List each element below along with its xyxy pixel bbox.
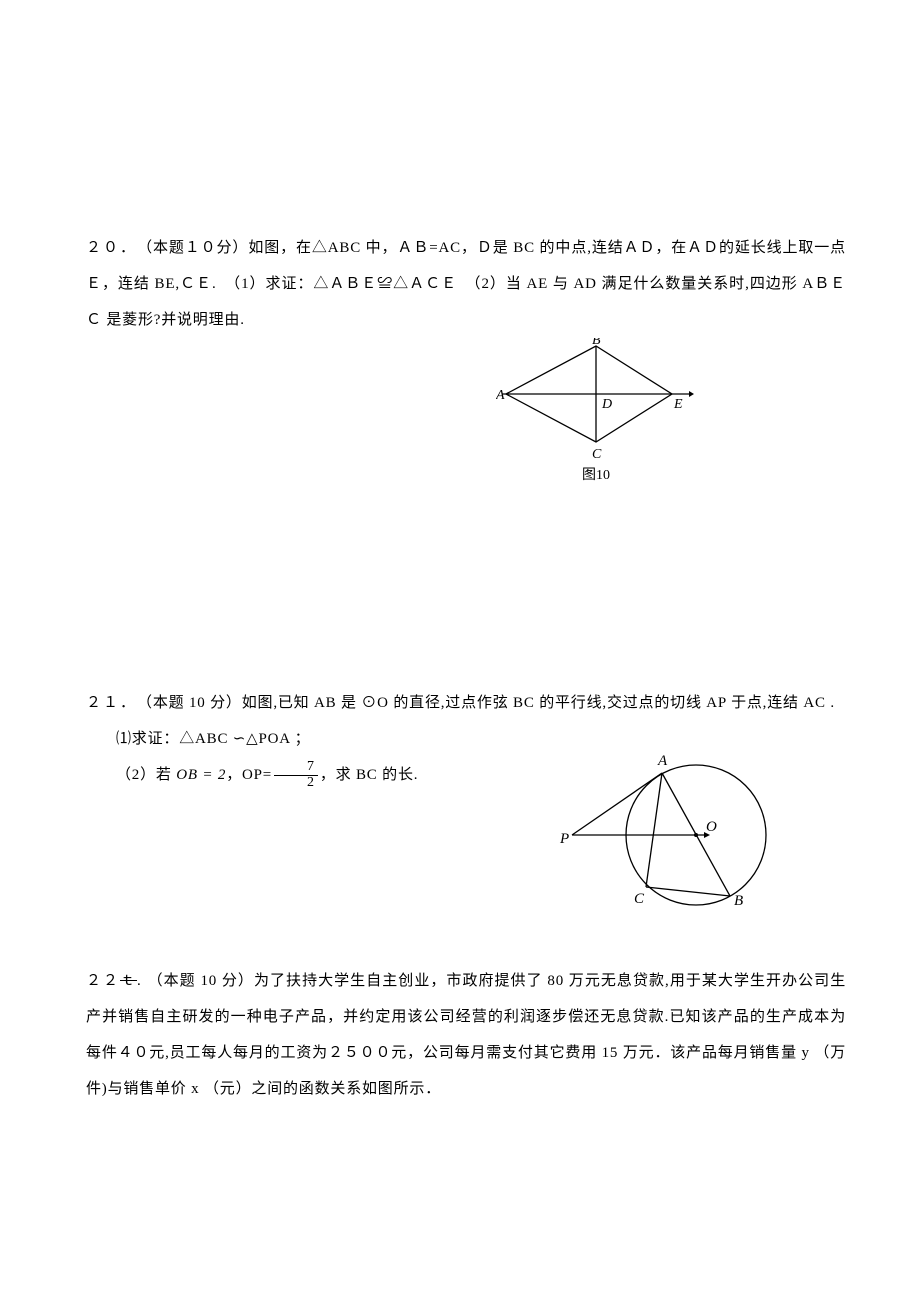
frac-den: 2 (274, 776, 318, 791)
problem-20-figure-wrap: A B D E C 图10 (346, 338, 846, 485)
label-b: B (592, 338, 601, 348)
label-c: C (634, 891, 645, 907)
label-e: E (673, 397, 683, 412)
label-o: O (706, 819, 717, 835)
fraction-7-2: 72 (274, 760, 318, 790)
problem-20-points: （本题１０分） (137, 240, 248, 256)
problem-22-text: ２２ｔ. （本题 10 分）为了扶持大学生自主创业，市政府提供了 80 万元无息… (86, 963, 846, 1107)
figure-21-svg: A B C O P (556, 743, 776, 923)
problem-22-number: ２２ｔ. (86, 963, 143, 999)
label-c: C (592, 447, 602, 462)
label-d: D (601, 397, 612, 412)
axis-arrow (689, 391, 694, 397)
spacer (86, 485, 846, 685)
problem-22: ２２ｔ. （本题 10 分）为了扶持大学生自主创业，市政府提供了 80 万元无息… (86, 963, 846, 1107)
problem-21-body: 如图,已知 AB 是 ⊙O 的直径,过点作弦 BC 的平行线,交过点的切线 AP… (242, 695, 835, 711)
point-o (694, 833, 698, 837)
frac-num: 7 (274, 760, 318, 776)
problem-21-line1: ２１．（本题 10 分）如图,已知 AB 是 ⊙O 的直径,过点作弦 BC 的平… (86, 685, 846, 721)
problem-21-number: ２１． (86, 685, 137, 721)
segment-ac (646, 773, 662, 887)
problem-21-points: （本题 10 分） (137, 695, 242, 711)
label-p: P (559, 831, 569, 847)
label-a: A (496, 388, 505, 403)
segment-pa (572, 773, 662, 835)
label-b: B (734, 893, 743, 909)
p21-part2-prefix: （2）若 (116, 767, 176, 783)
p21-mid: ，OP= (226, 767, 272, 783)
p21-ob: OB = 2 (176, 767, 226, 783)
problem-20: ２０．（本题１０分）如图，在△ABC 中，ＡＢ=AC，Ｄ是 BC 的中点,连结Ａ… (86, 230, 846, 485)
figure-10-svg: A B D E C (496, 338, 696, 468)
problem-21: ２１．（本题 10 分）如图,已知 AB 是 ⊙O 的直径,过点作弦 BC 的平… (86, 685, 846, 793)
p21-suffix: ，求 BC 的长. (320, 767, 418, 783)
problem-22-points: （本题 10 分） (148, 973, 254, 989)
problem-20-number: ２０． (86, 230, 137, 266)
problem-22-body: 为了扶持大学生自主创业，市政府提供了 80 万元无息贷款,用于某大学生开办公司生… (86, 973, 846, 1097)
p22-strike: ｔ (120, 973, 137, 989)
figure-10-caption: 图10 (346, 468, 846, 485)
label-a: A (657, 753, 668, 769)
p22-num-digits: ２２ (86, 973, 120, 989)
problem-21-figure-wrap: A B C O P (556, 743, 776, 937)
problem-20-text: ２０．（本题１０分）如图，在△ABC 中，ＡＢ=AC，Ｄ是 BC 的中点,连结Ａ… (86, 230, 846, 338)
